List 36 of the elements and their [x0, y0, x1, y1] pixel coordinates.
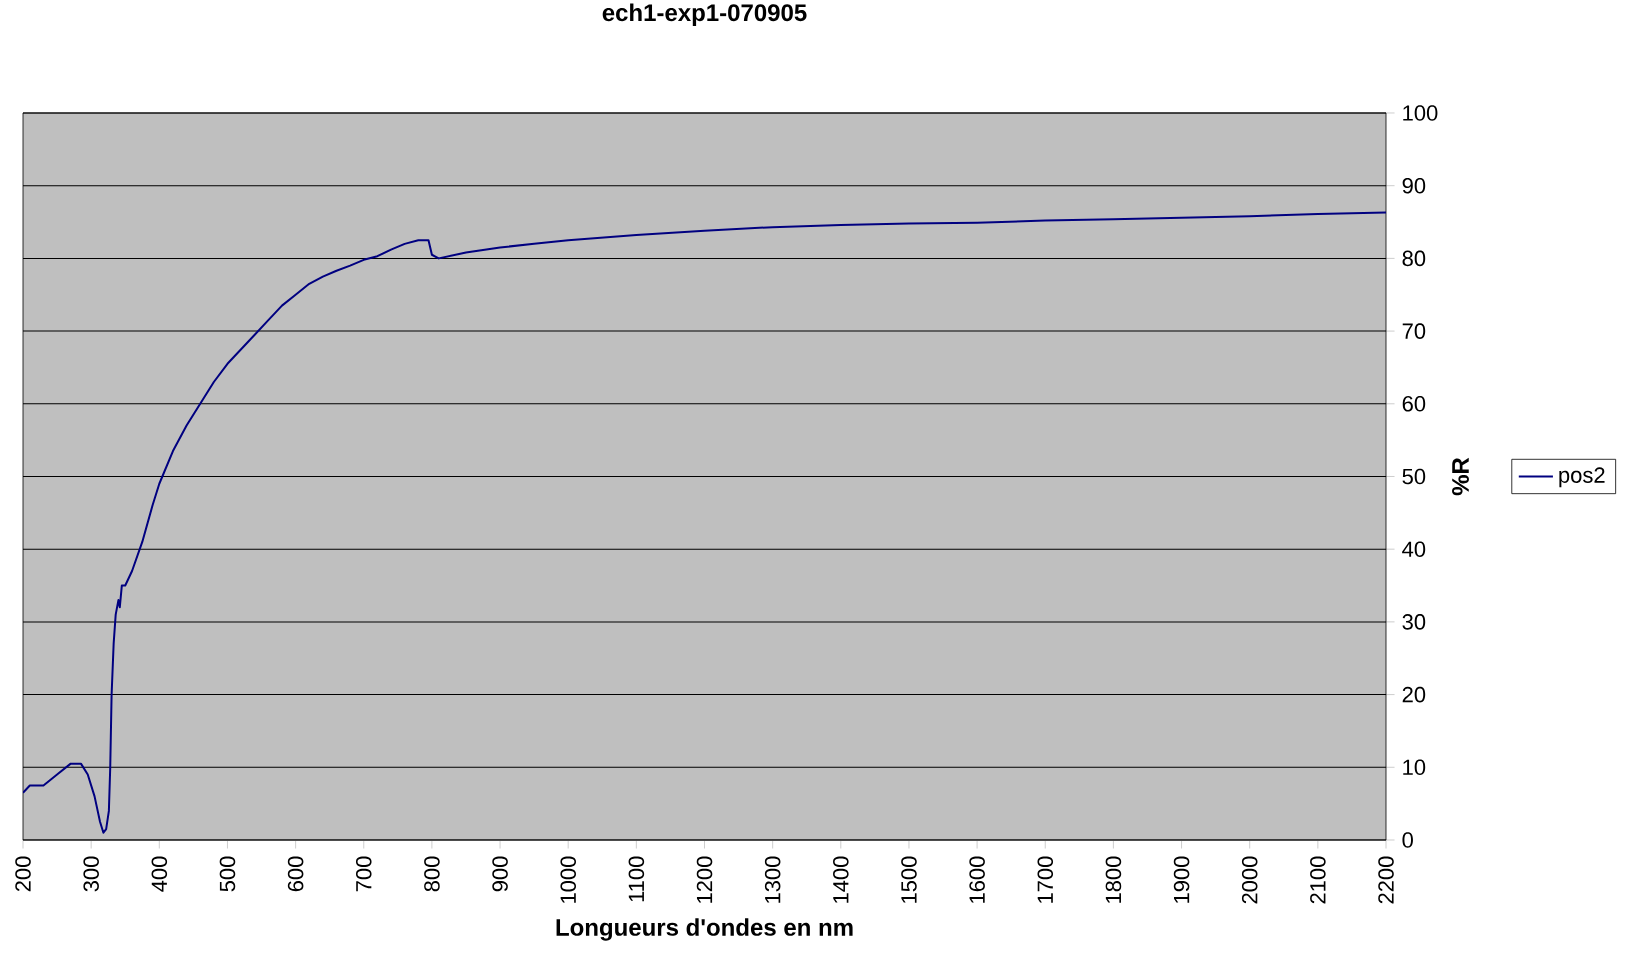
y-axis-title: %R — [1452, 457, 1469, 496]
x-tick-label: 200 — [15, 856, 31, 892]
y-tick-label: 70 — [1402, 323, 1426, 339]
y-tick-label: 30 — [1402, 614, 1426, 630]
y-tick-label: 40 — [1402, 541, 1426, 557]
y-tick-label: 20 — [1402, 686, 1426, 703]
x-tick-label: 1500 — [901, 856, 917, 903]
x-tick-label: 2200 — [1378, 856, 1394, 904]
y-tick-label: 60 — [1402, 396, 1426, 412]
x-tick-label: 800 — [424, 856, 440, 892]
x-tick-label: 1300 — [764, 856, 781, 903]
x-tick-label: 500 — [219, 856, 236, 892]
x-tick-label: 1000 — [560, 856, 576, 903]
x-tick-label: 1700 — [1037, 856, 1054, 903]
x-tick-label: 1900 — [1173, 856, 1190, 903]
x-tick-label: 300 — [83, 856, 99, 892]
y-tick-label: 0 — [1402, 832, 1413, 848]
chart-title: ech1-exp1-070905 — [602, 3, 807, 26]
y-tick-label: 100 — [1403, 105, 1438, 121]
x-tick-label: 900 — [492, 856, 508, 892]
x-tick-label: 600 — [287, 856, 304, 892]
y-tick-label: 50 — [1402, 468, 1426, 485]
x-tick-label: 700 — [355, 856, 372, 892]
y-tick-label: 10 — [1403, 759, 1426, 776]
y-tick-label: 90 — [1402, 177, 1426, 194]
x-tick-label: 2000 — [1241, 856, 1258, 904]
x-tick-label: 1100 — [628, 856, 645, 902]
x-tick-label: 1200 — [696, 856, 713, 903]
x-tick-label: 1400 — [833, 856, 849, 903]
x-tick-label: 1800 — [1105, 856, 1122, 903]
x-tick-label: 400 — [151, 856, 168, 892]
x-axis-title: Longueurs d'ondes en nm — [556, 918, 853, 941]
y-tick-label: 80 — [1402, 250, 1426, 267]
x-tick-label: 2100 — [1310, 856, 1326, 904]
x-tick-label: 1600 — [969, 856, 985, 903]
legend-label: pos2 — [1559, 467, 1605, 488]
